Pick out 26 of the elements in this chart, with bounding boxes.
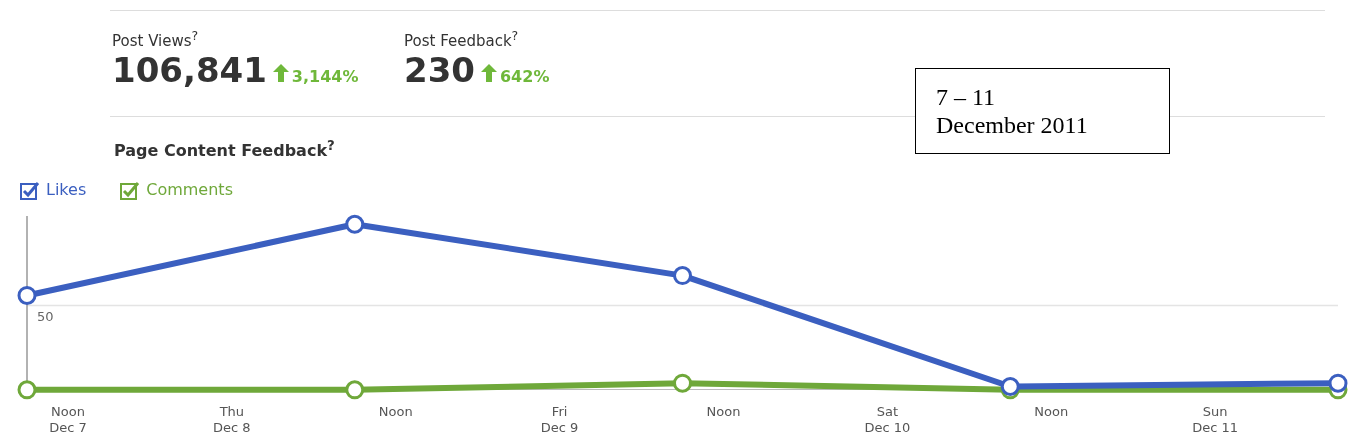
point [1328,373,1348,393]
annotation: 50 [37,309,54,325]
x-tick-label: Thu Dec 8 [213,403,251,435]
x-tick-label: Fri Dec 9 [540,403,579,435]
text: Post Feedback$^{?}$ [404,28,520,50]
legend-label: Likes [45,180,87,201]
text: 106,841 [112,50,267,90]
chart-title: Page Content Feedback$^{?}$ [114,138,335,161]
text: 3,144% [291,67,359,86]
text: 230 [404,50,475,90]
x-tick-label: Noon Dec 7 [49,403,87,435]
legend-label: Comments [145,180,233,201]
point [673,266,692,286]
text: 7 – 11 December 2011 [915,68,1170,154]
x-tick-label: Sun Dec 11 [1192,403,1239,435]
point [673,373,692,393]
x-tick-label: Noon [706,403,741,419]
x-tick-label: Noon [378,403,413,419]
point [345,214,365,234]
text: 642% [499,67,550,86]
point [345,380,365,400]
text: Post Views$^{?}$ [112,28,200,50]
point [17,380,37,400]
point [17,285,37,305]
x-tick-label: Noon [1034,403,1069,419]
x-tick-label: Sat Dec 10 [864,403,911,435]
